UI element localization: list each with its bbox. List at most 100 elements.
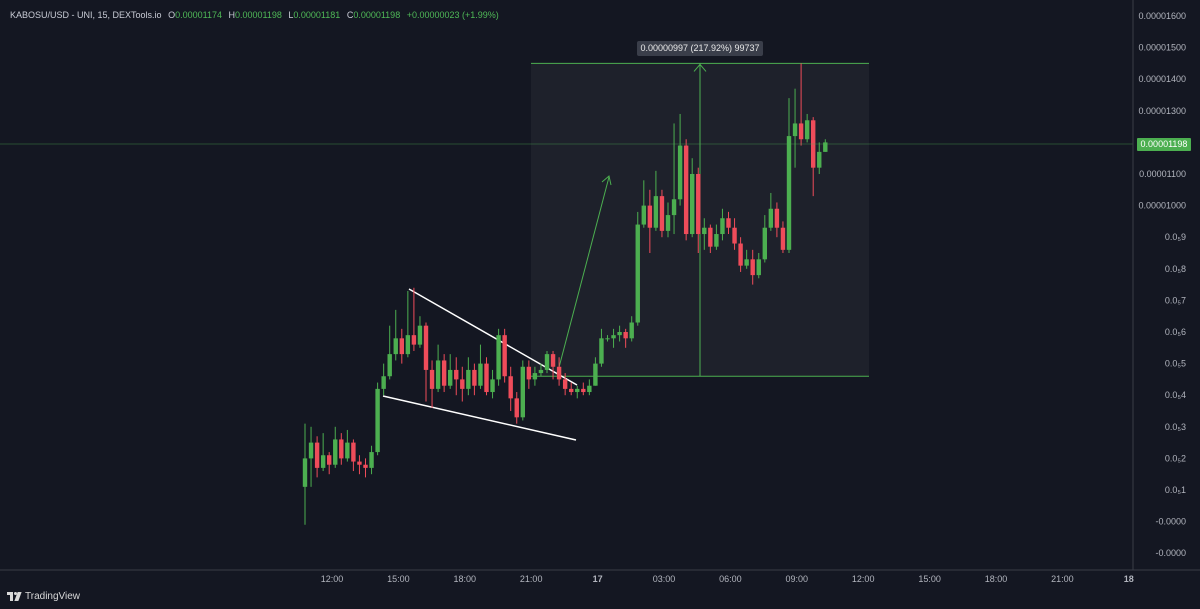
projection-arrow[interactable] xyxy=(556,176,610,376)
time-tick-label: 18:00 xyxy=(454,574,477,584)
candle-body xyxy=(823,142,828,152)
candle-body xyxy=(756,259,761,276)
high-value: 0.00001198 xyxy=(234,10,282,20)
time-tick-label: 03:00 xyxy=(653,574,676,584)
candle-body xyxy=(484,363,489,393)
candle-body xyxy=(454,369,459,380)
tradingview-logo[interactable]: TradingView xyxy=(7,591,80,602)
candle-body xyxy=(575,388,580,393)
candle-body xyxy=(448,369,453,386)
candle-body xyxy=(369,452,374,468)
candle-body xyxy=(617,332,622,336)
candle-body xyxy=(496,335,501,380)
candle-body xyxy=(508,376,513,399)
candle-body xyxy=(780,227,786,250)
candle-body xyxy=(696,174,701,235)
price-tick-label: 0.00001000 xyxy=(1138,201,1186,211)
candle-body xyxy=(629,322,634,339)
time-tick-label: 12:00 xyxy=(852,574,875,584)
candle-body xyxy=(587,385,592,393)
candle-body xyxy=(708,227,713,247)
candle-body xyxy=(363,464,368,468)
candle-body xyxy=(677,145,683,200)
candle-body xyxy=(429,369,435,389)
time-tick-label: 21:00 xyxy=(520,574,543,584)
candle-body xyxy=(683,145,689,235)
price-tick-label: 0.0₅2 xyxy=(1165,453,1186,463)
candle-body xyxy=(520,366,525,418)
candle-body xyxy=(490,379,495,393)
low-label: L xyxy=(288,10,294,20)
close-value: 0.00001198 xyxy=(353,10,401,20)
candle-body xyxy=(690,174,695,235)
candle-body xyxy=(532,373,538,380)
footer-bar xyxy=(0,589,1200,609)
projection-arrow-head xyxy=(601,175,612,186)
price-tick-label: 0.0₅6 xyxy=(1165,327,1186,337)
candle-body xyxy=(593,363,598,386)
candle-body xyxy=(611,335,616,339)
candle-body xyxy=(556,366,562,380)
candle-body xyxy=(623,332,628,339)
time-tick-label: 09:00 xyxy=(786,574,809,584)
candle-body xyxy=(786,136,792,250)
candle-body xyxy=(423,325,429,370)
candle-body xyxy=(502,335,507,377)
candle-body xyxy=(774,208,780,228)
candle-body xyxy=(333,439,338,465)
candle-body xyxy=(526,366,532,380)
time-tick-label: 21:00 xyxy=(1051,574,1074,584)
candle-body xyxy=(302,458,308,487)
time-axis[interactable]: 12:00 15:00 18:00 21:00 17 03:00 06:00 09:00 12:… xyxy=(321,574,1134,584)
candle-body xyxy=(726,218,731,228)
candle-body xyxy=(750,259,755,276)
candle-body xyxy=(393,338,398,355)
change-value: +0.00000023 (+1.99%) xyxy=(406,10,499,20)
time-tick-label: 18:00 xyxy=(985,574,1008,584)
time-tick-label: 15:00 xyxy=(387,574,410,584)
candle-body xyxy=(605,338,610,340)
candle-body xyxy=(544,354,550,370)
candle-body xyxy=(417,325,423,345)
candle-body xyxy=(659,196,665,231)
candle-body xyxy=(817,151,822,168)
candle-body xyxy=(762,227,767,260)
candle-body xyxy=(411,335,417,345)
candle-body xyxy=(538,369,544,374)
candle-body xyxy=(720,218,725,235)
candle-body xyxy=(314,442,320,468)
measure-label: 0.00000997 (217.92%) 99737 xyxy=(637,41,763,56)
candle-body xyxy=(798,123,804,140)
symbol-label: KABOSU/USD - UNI, 15, DEXTools.io xyxy=(10,10,162,20)
candle-body xyxy=(671,199,677,216)
candle-body xyxy=(375,388,380,453)
candle-body xyxy=(599,338,604,364)
price-tick-label: 0.00001300 xyxy=(1138,106,1186,116)
candle-body xyxy=(514,398,519,418)
candle-body xyxy=(327,455,332,465)
tradingview-label: TradingView xyxy=(25,591,81,602)
price-tick-label: 0.00001600 xyxy=(1138,11,1186,21)
time-tick-label: 12:00 xyxy=(321,574,344,584)
candle-body xyxy=(768,208,774,228)
candle-body xyxy=(345,442,350,459)
candle-body xyxy=(381,376,386,389)
time-tick-label: 15:00 xyxy=(918,574,941,584)
candle-body xyxy=(478,363,483,386)
time-tick-label: 06:00 xyxy=(719,574,742,584)
price-tick-label: 0.00001400 xyxy=(1138,74,1186,84)
lower-trendline[interactable] xyxy=(382,395,577,441)
candle-body xyxy=(466,369,471,389)
candle-body xyxy=(405,335,411,355)
time-tick-label: 17 xyxy=(593,574,603,584)
candle-body xyxy=(472,369,477,386)
candle-body xyxy=(738,243,743,266)
candle-body xyxy=(581,388,586,393)
candle-body xyxy=(714,234,719,247)
candle-body xyxy=(308,442,314,459)
price-tick-label: 0.0₅9 xyxy=(1165,232,1186,242)
last-price-tag: 0.00001198 xyxy=(1137,138,1191,151)
candle-body xyxy=(811,120,816,168)
price-tick-label: 0.0₅3 xyxy=(1165,422,1186,432)
